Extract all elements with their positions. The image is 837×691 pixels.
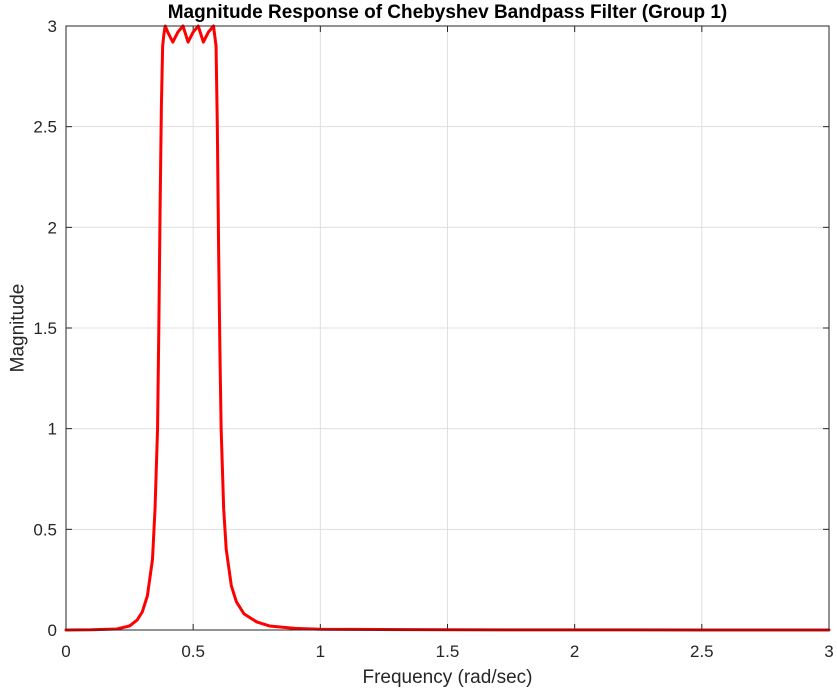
y-axis-label: Magnitude — [8, 284, 29, 373]
y-tick-label: 0.5 — [33, 520, 57, 539]
y-tick-label: 3 — [48, 17, 57, 36]
y-tick-label: 0 — [48, 621, 57, 640]
y-tick-label: 2.5 — [33, 118, 57, 137]
y-tick-label: 1 — [48, 420, 57, 439]
y-tick-label: 1.5 — [33, 319, 57, 338]
axes-box — [65, 25, 830, 631]
ticks: 0 0.5 1 1.5 2 2.5 3 0 0.5 1 1.5 2 2.5 3 — [33, 17, 833, 661]
series-line — [64, 24, 831, 632]
x-tick-label: 1.5 — [436, 642, 460, 661]
x-tick-label: 1 — [316, 642, 325, 661]
x-tick-label: 3 — [824, 642, 833, 661]
x-tick-label: 2 — [570, 642, 579, 661]
x-tick-label: 0 — [61, 642, 70, 661]
plot-area — [64, 24, 831, 632]
x-tick-label: 2.5 — [690, 642, 714, 661]
y-tick-label: 2 — [48, 218, 57, 237]
chart-title: Magnitude Response of Chebyshev Bandpass… — [168, 2, 728, 23]
x-axis-label: Frequency (rad/sec) — [362, 667, 532, 688]
x-tick-label: 0.5 — [181, 642, 205, 661]
